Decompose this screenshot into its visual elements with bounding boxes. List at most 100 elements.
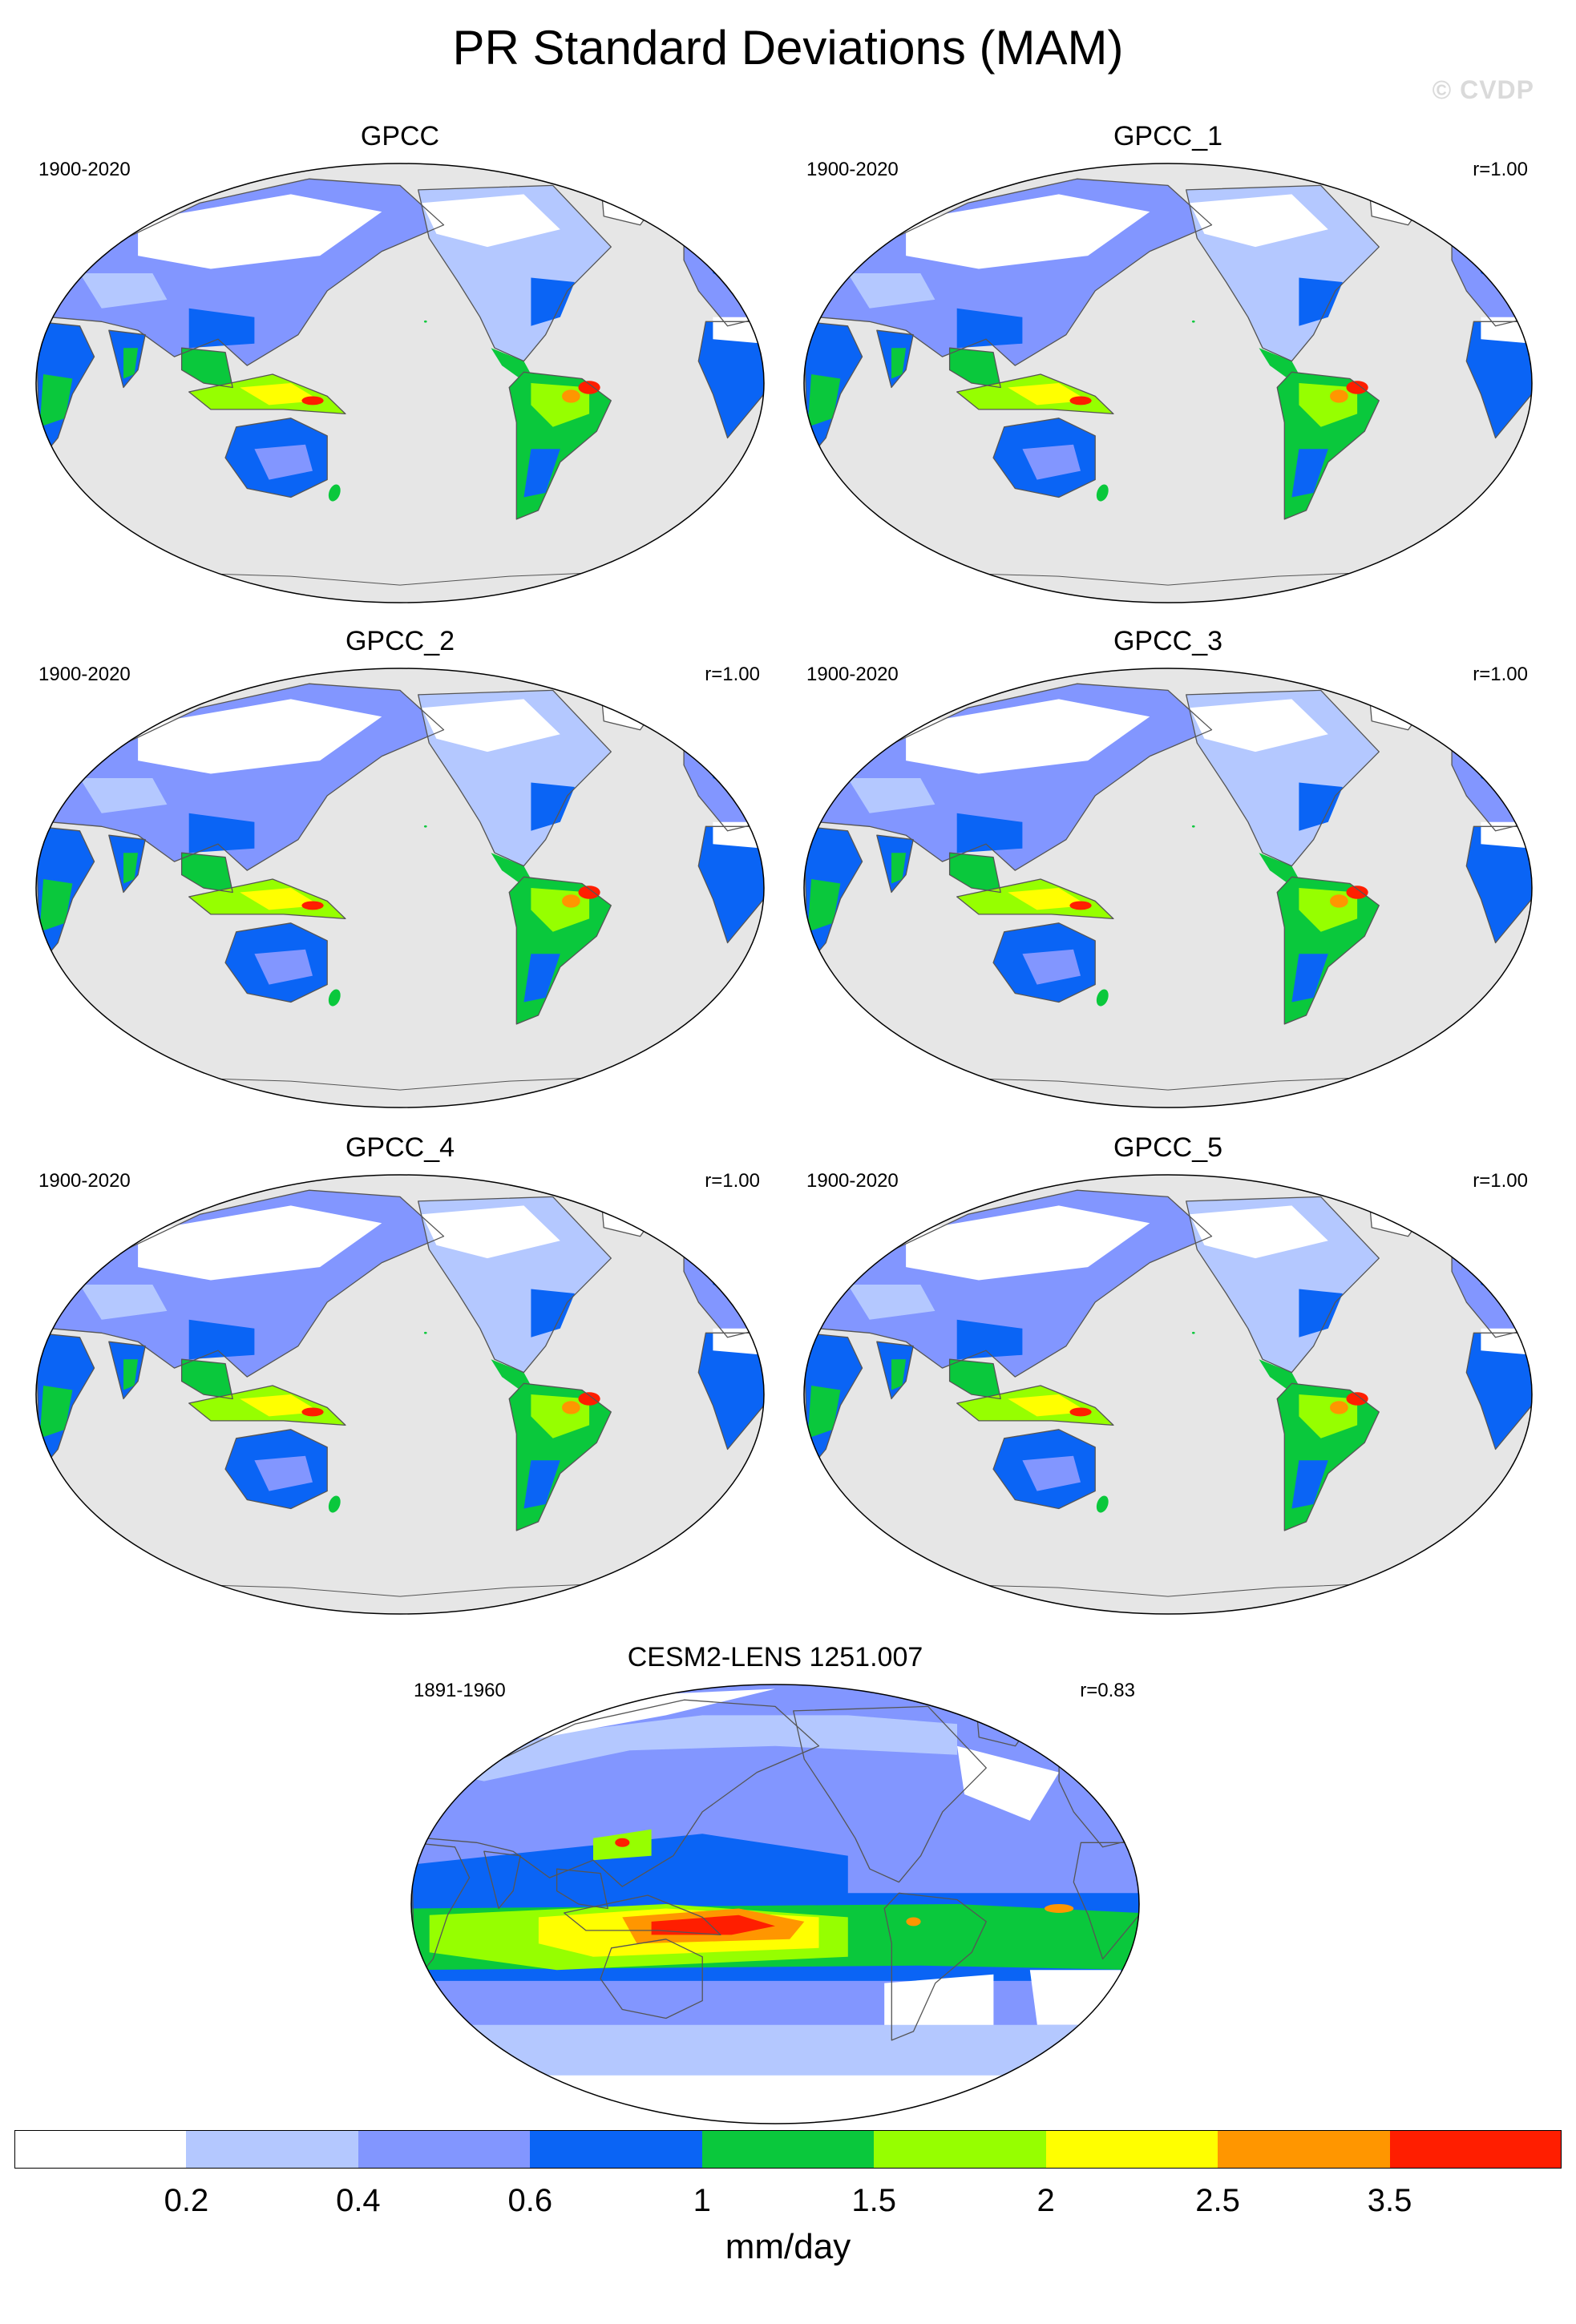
new-guinea-max xyxy=(301,901,324,910)
coastline-australia xyxy=(224,922,328,1003)
colorbar-tick-label: 0.6 xyxy=(507,2183,553,2218)
amazon-high xyxy=(1330,389,1348,403)
panel-years: 1900-2020 xyxy=(806,1170,899,1192)
west-africa-land xyxy=(698,1333,764,1450)
map-panel: GPCC_2 1900-2020 r=1.00 xyxy=(34,625,766,1114)
map-panel: CESM2-LENS 1251.007 1891-1960 r=0.83 xyxy=(409,1641,1142,2130)
panel-correlation: r=0.83 xyxy=(1080,1680,1135,1701)
central-asia-zone xyxy=(79,1285,168,1320)
map-border xyxy=(35,668,765,1108)
south-atlantic-low xyxy=(1029,1970,1121,2025)
india-coast-wet xyxy=(891,853,907,884)
coastline-samerica xyxy=(1276,876,1380,1025)
colorbar-tick-label: 0.2 xyxy=(164,2183,209,2218)
new-guinea-max xyxy=(1069,396,1092,405)
panel-title: GPCC_3 xyxy=(1113,626,1223,656)
map-border xyxy=(35,1174,765,1615)
panel-years: 1900-2020 xyxy=(806,159,899,180)
map-field xyxy=(804,163,1532,603)
eastern-us-land xyxy=(531,1289,575,1338)
coastline-eurasia xyxy=(50,178,445,366)
globe-map xyxy=(35,668,765,1108)
central-asia-zone xyxy=(847,1285,935,1320)
panel-title: GPCC_2 xyxy=(345,626,455,656)
coastline-namerica xyxy=(1186,1196,1380,1374)
kuroshio-max xyxy=(615,1838,630,1847)
coastline-wafrica xyxy=(697,1332,764,1450)
coastline-india xyxy=(483,1850,521,1910)
coastline-india xyxy=(108,329,146,389)
map-border xyxy=(410,1684,1140,2124)
coastline-namerica xyxy=(418,1196,612,1374)
india-coast-wet xyxy=(123,1359,139,1390)
amazon-max xyxy=(1346,1392,1368,1406)
map-panel: GPCC_1 1900-2020 r=1.00 xyxy=(802,120,1534,609)
central-america-land xyxy=(1259,348,1299,379)
new-guinea-max xyxy=(301,1407,324,1417)
hawaii-dot xyxy=(1191,320,1195,323)
itcz-red xyxy=(651,1914,775,1935)
coastline-wafrica xyxy=(1465,321,1532,439)
colorbar-segment xyxy=(358,2130,531,2169)
map-panel: GPCC_3 1900-2020 r=1.00 xyxy=(802,625,1534,1114)
globe-map xyxy=(803,163,1533,603)
new-zealand xyxy=(1096,484,1109,502)
panel-years: 1900-2020 xyxy=(38,664,131,685)
siberia-low-variance xyxy=(138,699,382,774)
australia-interior xyxy=(1022,444,1081,480)
panel-years: 1900-2020 xyxy=(806,664,899,685)
new-zealand xyxy=(328,989,341,1007)
africa-east-wet xyxy=(807,1386,841,1438)
amazon-high xyxy=(1330,1401,1348,1414)
panel-title: CESM2-LENS 1251.007 xyxy=(627,1642,923,1672)
indonesia-wet-core xyxy=(1008,1394,1089,1417)
coastline-samerica xyxy=(1276,371,1380,520)
china-land xyxy=(956,813,1023,853)
west-africa-land xyxy=(1466,321,1532,438)
colorbar-units: mm/day xyxy=(725,2227,851,2266)
india-coast-wet xyxy=(891,348,907,379)
colorbar-segment xyxy=(1389,2130,1562,2169)
coastline-india xyxy=(876,1341,914,1400)
map-border xyxy=(803,668,1533,1108)
central-america-land xyxy=(491,853,531,884)
siberia-low-variance xyxy=(138,194,382,269)
panel-correlation: r=1.00 xyxy=(705,1170,760,1192)
figure-title: PR Standard Deviations (MAM) xyxy=(452,21,1124,75)
coastline-indonesia xyxy=(188,373,346,415)
coastline-eurasia xyxy=(425,1699,820,1887)
map-field xyxy=(804,1175,1532,1614)
colorbar-tick-label: 1 xyxy=(693,2183,711,2218)
colorbar-tick-label: 2.5 xyxy=(1195,2183,1240,2218)
indonesia-wet-core xyxy=(1008,888,1089,910)
siberia-low-variance xyxy=(906,194,1150,269)
panel-years: 1900-2020 xyxy=(38,159,131,180)
eastern-us-land xyxy=(531,782,575,831)
coastline-india xyxy=(876,834,914,894)
panel-title: GPCC xyxy=(360,121,440,151)
coastline-indonesia xyxy=(956,373,1114,415)
africa-east-wet xyxy=(807,374,841,427)
siberia-low-variance xyxy=(138,1205,382,1281)
india-coast-wet xyxy=(123,853,139,884)
new-zealand xyxy=(328,484,341,502)
map-border xyxy=(803,1174,1533,1615)
patagonia-land xyxy=(1291,954,1328,1003)
coastline-australia xyxy=(224,418,328,498)
coastline-wafrica xyxy=(1073,1842,1139,1960)
cvdp-watermark: © CVDP xyxy=(1432,75,1534,104)
coastline-australia xyxy=(224,1429,328,1510)
china-land xyxy=(188,1319,255,1360)
panel-correlation: r=1.00 xyxy=(1473,664,1528,685)
eastern-us-land xyxy=(1299,277,1343,326)
central-america-land xyxy=(491,348,531,379)
eastern-us-land xyxy=(1299,782,1343,831)
coastline-india xyxy=(108,834,146,894)
west-africa-land xyxy=(698,321,764,438)
arctic-canada-low xyxy=(1190,1205,1328,1259)
indonesia-wet-core xyxy=(240,383,321,405)
colorbar-segment xyxy=(1218,2130,1391,2169)
central-asia-zone xyxy=(847,273,935,309)
africa-east-wet xyxy=(39,1386,73,1438)
coastline-samerica xyxy=(508,371,612,520)
